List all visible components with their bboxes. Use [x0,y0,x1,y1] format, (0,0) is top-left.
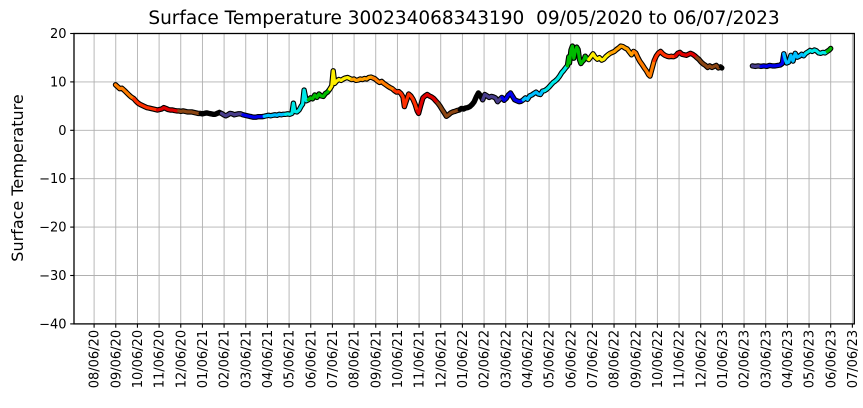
x-tick-label: 02/06/22 [478,330,493,388]
x-tick-label: 03/06/23 [759,330,774,388]
y-tick-label: 0 [58,124,66,139]
x-tick-label: 09/06/21 [369,330,384,388]
line-segment [759,52,786,68]
x-tick-label: 01/06/21 [196,330,211,388]
x-tick-label: 04/06/22 [521,330,536,388]
x-tick-label: 07/06/23 [846,330,861,388]
y-tick-label: 20 [50,27,67,42]
x-tick-label: 04/06/21 [261,330,276,388]
line-segment [804,48,829,55]
x-tick-label: 09/06/22 [629,330,644,388]
line-segment [132,97,159,112]
x-tick-label: 02/06/21 [218,330,233,388]
line-segment [284,88,310,116]
x-tick-label: 05/06/23 [803,330,818,388]
x-tick-label: 04/06/23 [781,330,796,388]
line-segment [306,87,332,102]
line-segment [262,112,288,118]
line-segment [350,75,375,82]
line-segment [695,56,722,70]
line-segment [718,65,724,70]
y-tick-label: 10 [50,75,67,90]
x-tick-label: 06/06/22 [564,330,579,388]
x-tick-label: 07/06/22 [586,330,601,388]
line-segment [328,69,354,91]
x-tick-label: 08/06/21 [348,330,363,388]
line-segment [608,44,636,57]
x-tick-label: 09/06/20 [109,330,124,388]
x-tick-label: 12/06/22 [694,330,709,388]
x-tick-label: 02/06/23 [738,330,753,388]
x-tick-label: 03/06/22 [499,330,514,388]
line-segment [565,44,591,68]
y-tick-label: −30 [39,269,66,284]
line-segment [500,91,525,104]
x-tick-label: 11/06/21 [413,330,428,388]
line-segment [113,83,136,101]
line-segment [436,101,461,118]
chart-title: Surface Temperature 300234068343190 09/0… [148,8,779,29]
x-tick-label: 06/06/21 [304,330,319,388]
x-tick-label: 12/06/20 [174,330,189,388]
line-segment [632,49,656,78]
x-tick-label: 11/06/22 [673,330,688,388]
line-segment [371,76,396,93]
y-tick-label: −20 [39,221,66,236]
x-tick-label: 07/06/21 [326,330,341,388]
line-segment [241,113,266,119]
line-segment [521,89,547,102]
x-tick-label: 08/06/20 [88,330,103,388]
line-segment [543,64,569,93]
line-segment [198,110,224,116]
line-segment [782,51,808,65]
data-series [112,43,834,120]
x-tick-label: 05/06/22 [543,330,558,388]
line-segment [219,111,245,118]
line-segment [587,51,612,62]
x-tick-label: 10/06/22 [651,330,666,388]
x-tick-label: 11/06/20 [153,330,168,388]
x-tick-label: 01/06/22 [456,330,471,388]
x-tick-label: 06/06/23 [824,330,839,388]
line-segment [177,109,202,115]
x-tick-label: 12/06/21 [434,330,449,388]
line-segment [652,49,678,63]
axes-and-ticks: 08/06/20 09/06/20 10/06/20 11/06/20 12/06/20… [39,27,861,388]
line-segment [415,92,440,115]
x-tick-label: 10/06/20 [131,330,146,388]
line-segment [825,46,833,53]
line-segment [457,91,485,112]
x-tick-label: 05/06/21 [283,330,298,388]
line-segment [674,50,699,60]
x-tick-label: 03/06/21 [239,330,254,388]
x-tick-label: 01/06/23 [716,330,731,388]
x-tick-label: 08/06/22 [608,330,623,388]
y-tick-label: −10 [39,172,66,187]
line-segment [392,89,419,113]
x-tick-label: 10/06/21 [391,330,406,388]
line-segment [481,92,504,104]
y-tick-label: −40 [39,317,66,332]
line-segment [155,106,181,113]
y-axis-label: Surface Temperature [8,94,27,261]
